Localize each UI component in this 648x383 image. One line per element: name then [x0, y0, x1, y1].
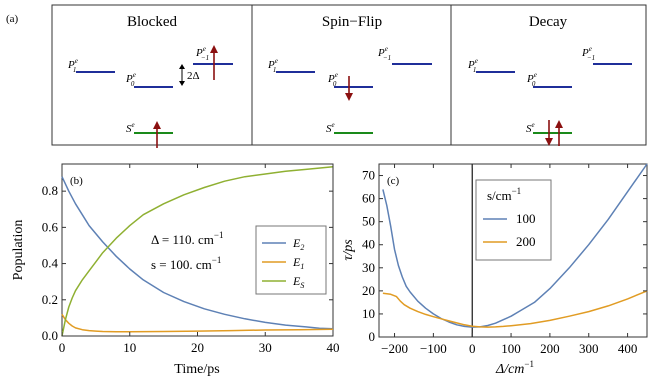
panel-a: (a) Blocked Pe 1 Pe 0 Pe −1 2Δ Se Spin−Fli	[6, 4, 647, 148]
panel-c-series-line-200	[382, 290, 648, 328]
panel-c-xlabel: Δ/cm−1	[495, 359, 534, 377]
panel-b-xtick-label: 40	[327, 340, 340, 355]
panel-c-xtick-label: 300	[579, 341, 599, 356]
box-blocked: Blocked Pe 1 Pe 0 Pe −1 2Δ Se	[67, 14, 233, 148]
panel-b-legend-box	[255, 225, 327, 295]
level-label-s: Se	[126, 121, 135, 135]
legend-label-100: 100	[516, 211, 536, 226]
panel-c-ytick-label: 10	[362, 306, 375, 321]
panel-c-legend-box	[475, 179, 552, 261]
panel-b: 0 10 20 30 40 0.0 0.2 0.4 0.6 0.8 (b) Time/ps Pop…	[11, 163, 340, 377]
gap-label: 2Δ	[187, 70, 200, 82]
panel-c-ylabel: τ/ps	[341, 239, 356, 261]
level-label-p0: Pe 0	[526, 71, 537, 88]
panel-c-ytick-label: 40	[362, 237, 375, 252]
annotation-s: s = 100. cm−1	[151, 255, 221, 272]
panel-c-frame	[378, 163, 648, 338]
panel-a-frame	[51, 4, 647, 146]
panel-b-label: (b)	[70, 175, 83, 187]
panel-c-ytick-label: 30	[362, 260, 375, 275]
panel-c-legend: s/cm−1 100 200	[475, 179, 552, 261]
panel-c-xtick-label: 400	[618, 341, 638, 356]
panel-b-legend: E2 E1 ES	[255, 225, 327, 295]
panel-b-ytick-label: 0.4	[42, 256, 59, 271]
box-decay: Decay Pe 1 Pe 0 Pe −1 Se	[467, 14, 632, 146]
panel-c-ytick-label: 20	[362, 283, 375, 298]
level-label-p0: Pe 0	[125, 71, 136, 88]
spin-down-arrowhead	[345, 93, 353, 101]
s-spin-up-arrowhead	[555, 120, 563, 128]
level-label-p1: Pe 1	[467, 57, 478, 74]
box-title-blocked: Blocked	[127, 14, 177, 30]
s-spin-down-arrowhead	[545, 138, 553, 146]
gap-arrowhead-up	[179, 64, 185, 69]
panel-c-series-line-100	[382, 163, 648, 328]
panel-b-series-line-e1	[61, 313, 334, 333]
level-label-p1: Pe 1	[67, 57, 78, 74]
legend-label-e1: E1	[292, 255, 304, 271]
panel-b-ytick-label: 0.8	[42, 183, 58, 198]
panel-b-ytick-label: 0.2	[42, 292, 58, 307]
level-label-p1: Pe 1	[267, 57, 278, 74]
panel-c-xtick-label: 200	[540, 341, 560, 356]
panel-b-ylabel: Population	[11, 220, 26, 281]
level-label-pm1: Pe −1	[377, 45, 391, 62]
panel-b-xlabel: Time/ps	[174, 362, 219, 377]
panel-c-xtick-label: −100	[420, 341, 447, 356]
level-label-pm1: Pe −1	[581, 45, 595, 62]
legend-label-200: 200	[516, 234, 536, 249]
level-label-p0: Pe 0	[327, 71, 338, 88]
annotation-delta: Δ = 110. cm−1	[151, 230, 223, 247]
panel-b-series-line-es	[61, 165, 334, 337]
box-title-spin-flip: Spin−Flip	[322, 14, 382, 30]
panel-b-xtick-label: 10	[123, 340, 136, 355]
panel-c-curves	[382, 163, 648, 337]
level-label-s: Se	[326, 121, 335, 135]
legend-label-es: ES	[292, 274, 304, 290]
panel-c-ticks: −200 −100 0 100 200 300 400 0 10 20 30 40 50 60 70	[362, 164, 647, 356]
panel-b-ytick-label: 0.6	[42, 219, 59, 234]
legend-label-e2: E2	[292, 236, 304, 252]
panel-b-xtick-label: 20	[191, 340, 204, 355]
legend-title: s/cm−1	[487, 186, 521, 203]
box-title-decay: Decay	[529, 14, 568, 30]
panel-b-series-line-e2	[61, 176, 334, 330]
level-label-pm1: Pe −1	[195, 45, 209, 62]
panel-c-ytick-label: 0	[369, 329, 376, 344]
panel-b-ytick-label: 0.0	[42, 328, 58, 343]
gap-arrowhead-down	[179, 81, 185, 86]
panel-c-ytick-label: 60	[362, 191, 375, 206]
panel-c-label: (c)	[387, 175, 400, 187]
panel-c-xtick-label: 100	[501, 341, 521, 356]
panel-b-xtick-label: 30	[259, 340, 272, 355]
spin-up-arrowhead	[210, 45, 218, 53]
panel-b-curves	[61, 165, 334, 337]
s-spin-up-arrowhead	[153, 121, 161, 129]
panel-c: −200 −100 0 100 200 300 400 0 10 20 30 40 50 60 70 (c)…	[341, 163, 648, 377]
panel-b-ticks: 0 10 20 30 40 0.0 0.2 0.4 0.6 0.8	[42, 164, 340, 355]
panel-c-ytick-label: 70	[362, 168, 375, 183]
panel-c-xtick-label: 0	[469, 341, 476, 356]
box-spin-flip: Spin−Flip Pe 1 Pe 0 Pe −1 Se	[267, 14, 432, 135]
panel-b-xtick-label: 0	[59, 340, 66, 355]
panel-c-xtick-label: −200	[381, 341, 408, 356]
level-label-s: Se	[526, 121, 535, 135]
panel-c-ytick-label: 50	[362, 214, 375, 229]
panel-a-label: (a)	[6, 13, 19, 25]
